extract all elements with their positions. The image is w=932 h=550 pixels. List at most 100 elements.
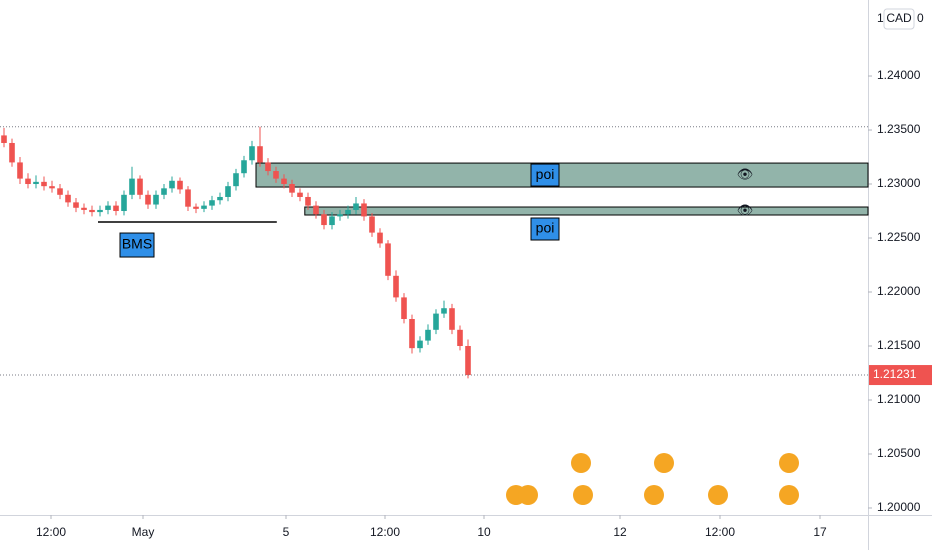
candle-body: [313, 205, 319, 215]
x-tick-label: 17: [813, 525, 827, 539]
bms-label-box: [119, 232, 155, 258]
poi-label-box: [530, 163, 560, 187]
y-tick-label: 1.20500: [877, 446, 921, 460]
candle-body: [377, 232, 383, 244]
y-tick-label: 1.23000: [877, 176, 921, 190]
x-tick-label: 12:00: [705, 525, 735, 539]
x-tick-label: May: [132, 525, 155, 539]
event-icon[interactable]: [779, 453, 799, 473]
y-tick-label: 1.24000: [877, 68, 921, 82]
currency-badge: 1 CAD 0: [877, 8, 924, 30]
candle-body: [81, 207, 87, 210]
candle-body: [73, 202, 79, 208]
candle-body: [233, 173, 239, 187]
candle-body: [17, 162, 23, 179]
x-tick-label: 5: [283, 525, 290, 539]
poi-label-box: [530, 217, 560, 241]
candle-body: [345, 209, 351, 215]
candle-body: [217, 196, 223, 201]
y-tick-label: 1.21000: [877, 392, 921, 406]
event-icon[interactable]: [708, 485, 728, 505]
candle-body: [1, 135, 7, 143]
currency-box[interactable]: [883, 8, 915, 30]
candle-body: [433, 313, 439, 330]
candle-body: [185, 189, 191, 207]
candle-body: [329, 216, 335, 226]
candle-body: [33, 181, 39, 185]
candle-body: [273, 171, 279, 179]
event-icon[interactable]: [573, 485, 593, 505]
candle-body: [225, 186, 231, 197]
x-tick-label: 12:00: [36, 525, 66, 539]
event-icon[interactable]: [779, 485, 799, 505]
candle-body: [169, 180, 175, 189]
candle-body: [177, 180, 183, 190]
currency: CAD: [886, 11, 912, 25]
candle-body: [57, 188, 63, 195]
candle-body: [425, 329, 431, 341]
candle-body: [361, 203, 367, 217]
candle-body: [297, 192, 303, 197]
candle-body: [449, 308, 455, 330]
candle-body: [393, 275, 399, 298]
candle-body: [89, 209, 95, 213]
candle-body: [265, 162, 271, 172]
currency-suffix: 0: [917, 11, 924, 25]
candle-body: [161, 188, 167, 195]
candle-body: [49, 186, 55, 189]
candle-body: [41, 181, 47, 187]
x-tick-label: 10: [477, 525, 491, 539]
poi-zone: [255, 162, 869, 188]
y-tick-label: 1.23500: [877, 122, 921, 136]
candle-body: [129, 178, 135, 195]
last-price-box: [869, 365, 932, 386]
candle-body: [353, 203, 359, 210]
candle-body: [9, 142, 15, 163]
y-tick-label: 1.22500: [877, 230, 921, 244]
candle-body: [201, 205, 207, 209]
candle-body: [385, 243, 391, 276]
candle-body: [153, 194, 159, 205]
candle-body: [241, 160, 247, 174]
event-icon[interactable]: [518, 485, 538, 505]
candle-body: [305, 196, 311, 206]
last-price-label: 1.21231: [873, 367, 917, 381]
y-tick-label: 1.22000: [877, 284, 921, 298]
candle-body: [417, 340, 423, 349]
candle-body: [97, 209, 103, 213]
candle-body: [441, 308, 447, 314]
candle-body: [121, 194, 127, 212]
candle-body: [249, 146, 255, 161]
poi-zone: [304, 206, 869, 216]
poi-label: poi: [536, 166, 555, 182]
candle-body: [65, 194, 71, 203]
candle-body: [369, 216, 375, 233]
candle-body: [209, 200, 215, 206]
candle-body: [281, 178, 287, 185]
candle-body: [457, 329, 463, 346]
candle-body: [105, 205, 111, 210]
event-icon[interactable]: [571, 453, 591, 473]
candle-body: [401, 297, 407, 319]
candle-body: [321, 214, 327, 226]
event-icon[interactable]: [654, 453, 674, 473]
y-tick-label: 1.21500: [877, 338, 921, 352]
eye-icon: 👁: [737, 166, 754, 181]
candle-body: [137, 178, 143, 195]
candle-body: [337, 214, 343, 217]
candle-body: [25, 178, 31, 185]
x-tick-label: 12:00: [370, 525, 400, 539]
candle-body: [113, 205, 119, 212]
candle-body: [465, 345, 471, 376]
event-icons: [506, 453, 799, 505]
y-tick-label: 1.20000: [877, 500, 921, 514]
eye-icon: 👁: [737, 202, 754, 217]
bms-label: BMS: [122, 236, 152, 252]
candle-body: [289, 184, 295, 193]
event-icon[interactable]: [644, 485, 664, 505]
poi-label: poi: [536, 220, 555, 236]
candle-body: [409, 318, 415, 349]
candle-body: [145, 194, 151, 205]
